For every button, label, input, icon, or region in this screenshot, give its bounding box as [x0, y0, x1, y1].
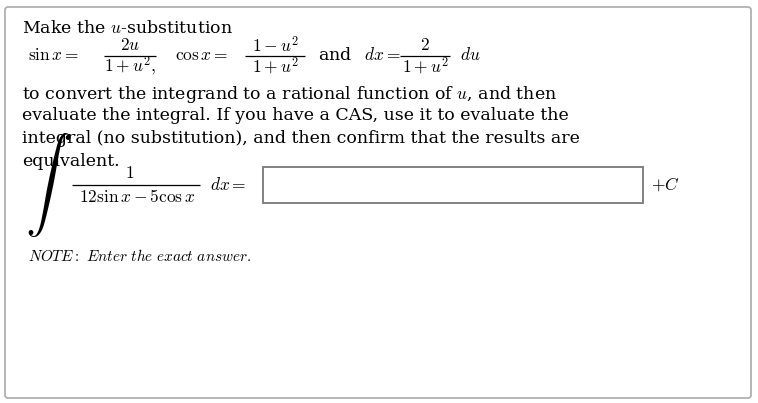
Text: $2u$: $2u$: [120, 37, 140, 54]
FancyBboxPatch shape: [5, 7, 751, 398]
Text: equivalent.: equivalent.: [22, 153, 120, 170]
Text: $dx =$: $dx =$: [210, 177, 246, 193]
Text: to convert the integrand to a rational function of $u$, and then: to convert the integrand to a rational f…: [22, 84, 557, 105]
Text: $\sin x =$: $\sin x =$: [28, 48, 80, 64]
Text: evaluate the integral. If you have a CAS, use it to evaluate the: evaluate the integral. If you have a CAS…: [22, 107, 568, 124]
Text: $1-u^2$: $1-u^2$: [252, 36, 299, 56]
Text: $1$: $1$: [125, 166, 135, 183]
Text: Make the $u$-substitution: Make the $u$-substitution: [22, 20, 233, 37]
Text: $2$: $2$: [420, 37, 430, 54]
Text: $\int$: $\int$: [25, 131, 71, 239]
Text: $1+u^2$: $1+u^2$: [252, 56, 299, 77]
Text: $1+u^2$: $1+u^2$: [402, 56, 449, 77]
Text: $du$: $du$: [460, 48, 481, 64]
Text: $\mathit{NOTE{:}\ Enter\ the\ exact\ answer.}$: $\mathit{NOTE{:}\ Enter\ the\ exact\ ans…: [28, 248, 251, 264]
Text: and $\;\;dx =$: and $\;\;dx =$: [318, 48, 401, 64]
Text: $12\sin x - 5\cos x$: $12\sin x - 5\cos x$: [79, 189, 195, 206]
Text: $\cos x =$: $\cos x =$: [175, 48, 228, 64]
Text: $1+u^2,$: $1+u^2,$: [104, 54, 156, 78]
FancyBboxPatch shape: [263, 167, 643, 203]
Text: $+ C$: $+ C$: [651, 176, 680, 194]
Text: integral (no substitution), and then confirm that the results are: integral (no substitution), and then con…: [22, 130, 580, 147]
